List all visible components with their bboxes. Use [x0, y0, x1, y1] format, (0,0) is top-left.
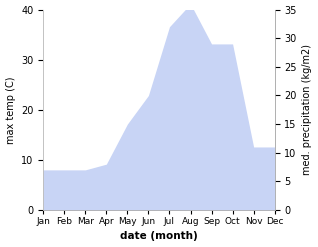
Y-axis label: med. precipitation (kg/m2): med. precipitation (kg/m2): [302, 44, 313, 175]
Y-axis label: max temp (C): max temp (C): [5, 76, 16, 144]
X-axis label: date (month): date (month): [120, 231, 198, 242]
